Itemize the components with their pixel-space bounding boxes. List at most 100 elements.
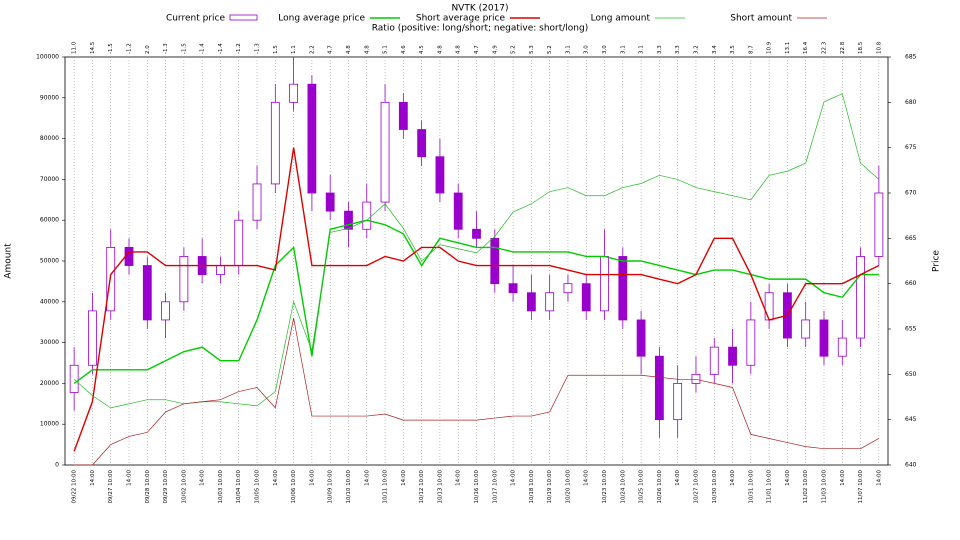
ratio-label: 3.2 bbox=[693, 45, 699, 54]
ratio-label: 3.3 bbox=[675, 45, 681, 54]
ratio-label: -1.5 bbox=[108, 43, 114, 54]
x-tick-label: 14:00 bbox=[785, 470, 791, 486]
candle-body bbox=[709, 346, 719, 375]
x-tick-label: 09/27 10:00 bbox=[108, 470, 114, 504]
x-tick-label: 10/30 10:00 bbox=[712, 470, 718, 504]
ratio-label: 1.5 bbox=[273, 45, 279, 54]
x-tick-label: 14:00 bbox=[511, 470, 517, 486]
ratio-label: 4.5 bbox=[419, 45, 425, 54]
y2-tick-label: 670 bbox=[905, 190, 917, 197]
ratio-label: -1.4 bbox=[218, 43, 224, 54]
ratio-label: 8.7 bbox=[748, 45, 754, 54]
ratio-label: 13.1 bbox=[785, 42, 791, 54]
ratio-label: 16.4 bbox=[803, 41, 809, 54]
x-tick-label: 14:00 bbox=[127, 470, 133, 486]
ratio-label: -1.2 bbox=[236, 43, 242, 54]
y-axis-label: Amount bbox=[4, 243, 14, 279]
x-tick-label: 10/03 10:00 bbox=[218, 470, 224, 504]
ratio-label: 3.1 bbox=[639, 45, 645, 54]
ratio-label: 3.4 bbox=[712, 45, 718, 54]
candle-body bbox=[837, 337, 847, 357]
candle-body bbox=[526, 292, 536, 312]
candle-body bbox=[874, 192, 884, 257]
x-tick-label: 10/16 10:00 bbox=[474, 470, 480, 504]
x-tick-label: 11/02 10:00 bbox=[803, 470, 809, 504]
y-tick-label: 60000 bbox=[40, 217, 59, 224]
x-tick-label: 14:00 bbox=[90, 470, 96, 486]
candle-body bbox=[764, 292, 774, 321]
x-tick-label: 10/13 10:00 bbox=[437, 470, 443, 504]
x-tick-label: 09/29 10:00 bbox=[163, 470, 169, 504]
x-tick-label: 10/05 10:00 bbox=[255, 470, 261, 504]
candle-body bbox=[508, 283, 518, 294]
x-tick-label: 10/11 10:00 bbox=[383, 470, 389, 504]
x-tick-label: 10/27 10:00 bbox=[693, 470, 699, 504]
candle-body bbox=[435, 156, 445, 194]
ratio-label: -1.3 bbox=[163, 43, 169, 54]
y2-tick-label: 665 bbox=[905, 235, 917, 242]
y2-tick-label: 685 bbox=[905, 54, 917, 61]
x-tick-label: 14:00 bbox=[456, 470, 462, 486]
ratio-label: 1.1 bbox=[291, 45, 297, 54]
series-line bbox=[74, 318, 880, 466]
x-tick-label: 10/24 10:00 bbox=[620, 470, 626, 504]
ratio-label: 4.8 bbox=[456, 45, 462, 54]
ratio-label: -1.4 bbox=[200, 43, 206, 54]
x-tick-label: 10/04 10:00 bbox=[236, 470, 242, 504]
y2-tick-label: 650 bbox=[905, 371, 917, 378]
ratio-label: 4.8 bbox=[364, 45, 370, 54]
candle-body bbox=[472, 228, 481, 239]
candle-body bbox=[398, 101, 408, 130]
chart-subtitle: Ratio (positive: long/short; negative: s… bbox=[372, 24, 589, 34]
candle-body bbox=[88, 310, 97, 366]
candle-body bbox=[654, 355, 664, 421]
candle-body bbox=[581, 283, 591, 312]
ratio-label: 4.8 bbox=[346, 45, 352, 54]
candle-body bbox=[179, 256, 189, 303]
x-tick-label: 14:00 bbox=[200, 470, 206, 486]
candle-body bbox=[490, 237, 500, 285]
candle-body bbox=[307, 83, 317, 194]
candle-body bbox=[380, 101, 390, 203]
x-tick-label: 10/20 10:00 bbox=[565, 470, 571, 504]
ratio-label: 4.6 bbox=[401, 45, 407, 54]
y2-tick-label: 640 bbox=[905, 462, 917, 469]
ratio-label: 4.9 bbox=[492, 45, 498, 54]
candle-body bbox=[270, 101, 280, 185]
ratio-label: 3.0 bbox=[584, 45, 590, 54]
candle-body bbox=[856, 256, 865, 339]
candle-body bbox=[142, 265, 152, 321]
x-tick-label: 14:00 bbox=[309, 470, 315, 486]
ratio-label: 22.3 bbox=[821, 41, 827, 54]
ratio-label: 18.5 bbox=[858, 41, 864, 54]
candle-body bbox=[819, 319, 829, 357]
x-tick-label: 14:00 bbox=[675, 470, 681, 486]
x-tick-label: 09/28 10:00 bbox=[145, 470, 151, 504]
y-tick-label: 80000 bbox=[40, 135, 59, 142]
ratio-label: 3.1 bbox=[620, 45, 626, 54]
candle-body bbox=[600, 256, 609, 312]
legend-label: Short average price bbox=[416, 14, 506, 24]
x-tick-label: 10/12 10:00 bbox=[419, 470, 425, 504]
chart-title: NVTK (2017) bbox=[451, 4, 508, 14]
candle-body bbox=[618, 256, 628, 321]
ratio-label: 3.1 bbox=[565, 45, 571, 54]
series-line bbox=[73, 147, 880, 452]
y-tick-label: 10000 bbox=[40, 421, 59, 428]
ratio-label: 11.0 bbox=[72, 41, 78, 54]
x-tick-label: 10/09 10:00 bbox=[328, 470, 334, 504]
x-tick-label: 10/18 10:00 bbox=[529, 470, 535, 504]
candle-body bbox=[746, 319, 756, 366]
y-tick-label: 50000 bbox=[40, 258, 59, 265]
x-tick-label: 14:00 bbox=[730, 470, 736, 486]
legend-label: Long average price bbox=[278, 14, 365, 24]
candle-body bbox=[252, 183, 262, 221]
ratio-label: 3.5 bbox=[730, 45, 736, 54]
x-tick-label: 11/07 10:00 bbox=[858, 470, 864, 504]
y-tick-label: 90000 bbox=[40, 94, 59, 101]
x-tick-label: 10/06 10:00 bbox=[291, 470, 297, 504]
x-tick-label: 11/03 10:00 bbox=[821, 470, 827, 504]
legend-swatch bbox=[229, 14, 258, 21]
